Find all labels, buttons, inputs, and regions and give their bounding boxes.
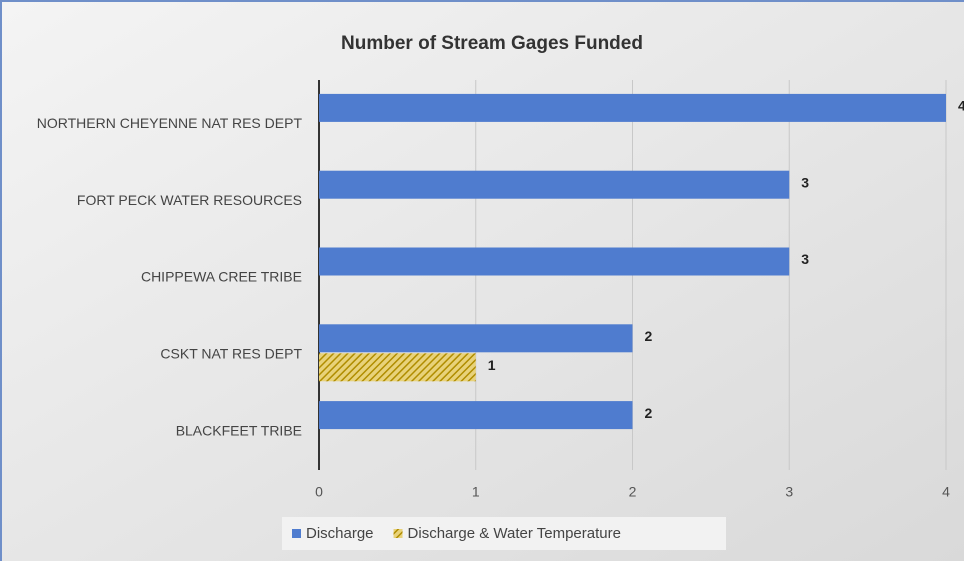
legend-label: Discharge <box>306 525 374 542</box>
y-tick-label: CSKT NAT RES DEPT <box>160 346 302 362</box>
x-tick-label: 1 <box>472 484 480 500</box>
data-label: 4 <box>958 98 964 114</box>
x-tick-label: 2 <box>629 484 637 500</box>
legend-label: Discharge & Water Temperature <box>408 525 621 542</box>
bar <box>319 170 790 199</box>
legend <box>282 517 726 550</box>
chart-title: Number of Stream Gages Funded <box>341 33 643 54</box>
legend-marker <box>393 529 403 538</box>
y-tick-label: BLACKFEET TRIBE <box>176 422 302 438</box>
legend-marker <box>292 529 301 538</box>
bar <box>319 324 633 353</box>
data-label: 1 <box>488 357 496 373</box>
bar <box>319 353 476 382</box>
y-tick-label: FORT PECK WATER RESOURCES <box>77 192 302 208</box>
data-label: 3 <box>801 251 809 267</box>
bar <box>319 247 790 276</box>
x-tick-label: 3 <box>785 484 793 500</box>
data-label: 2 <box>645 328 653 344</box>
bar <box>319 401 633 430</box>
x-tick-label: 4 <box>942 484 950 500</box>
bar <box>319 93 946 122</box>
x-tick-label: 0 <box>315 484 323 500</box>
y-tick-label: NORTHERN CHEYENNE NAT RES DEPT <box>37 115 303 131</box>
data-label: 3 <box>801 174 809 190</box>
data-label: 2 <box>645 405 653 421</box>
y-tick-label: CHIPPEWA CREE TRIBE <box>141 269 302 285</box>
